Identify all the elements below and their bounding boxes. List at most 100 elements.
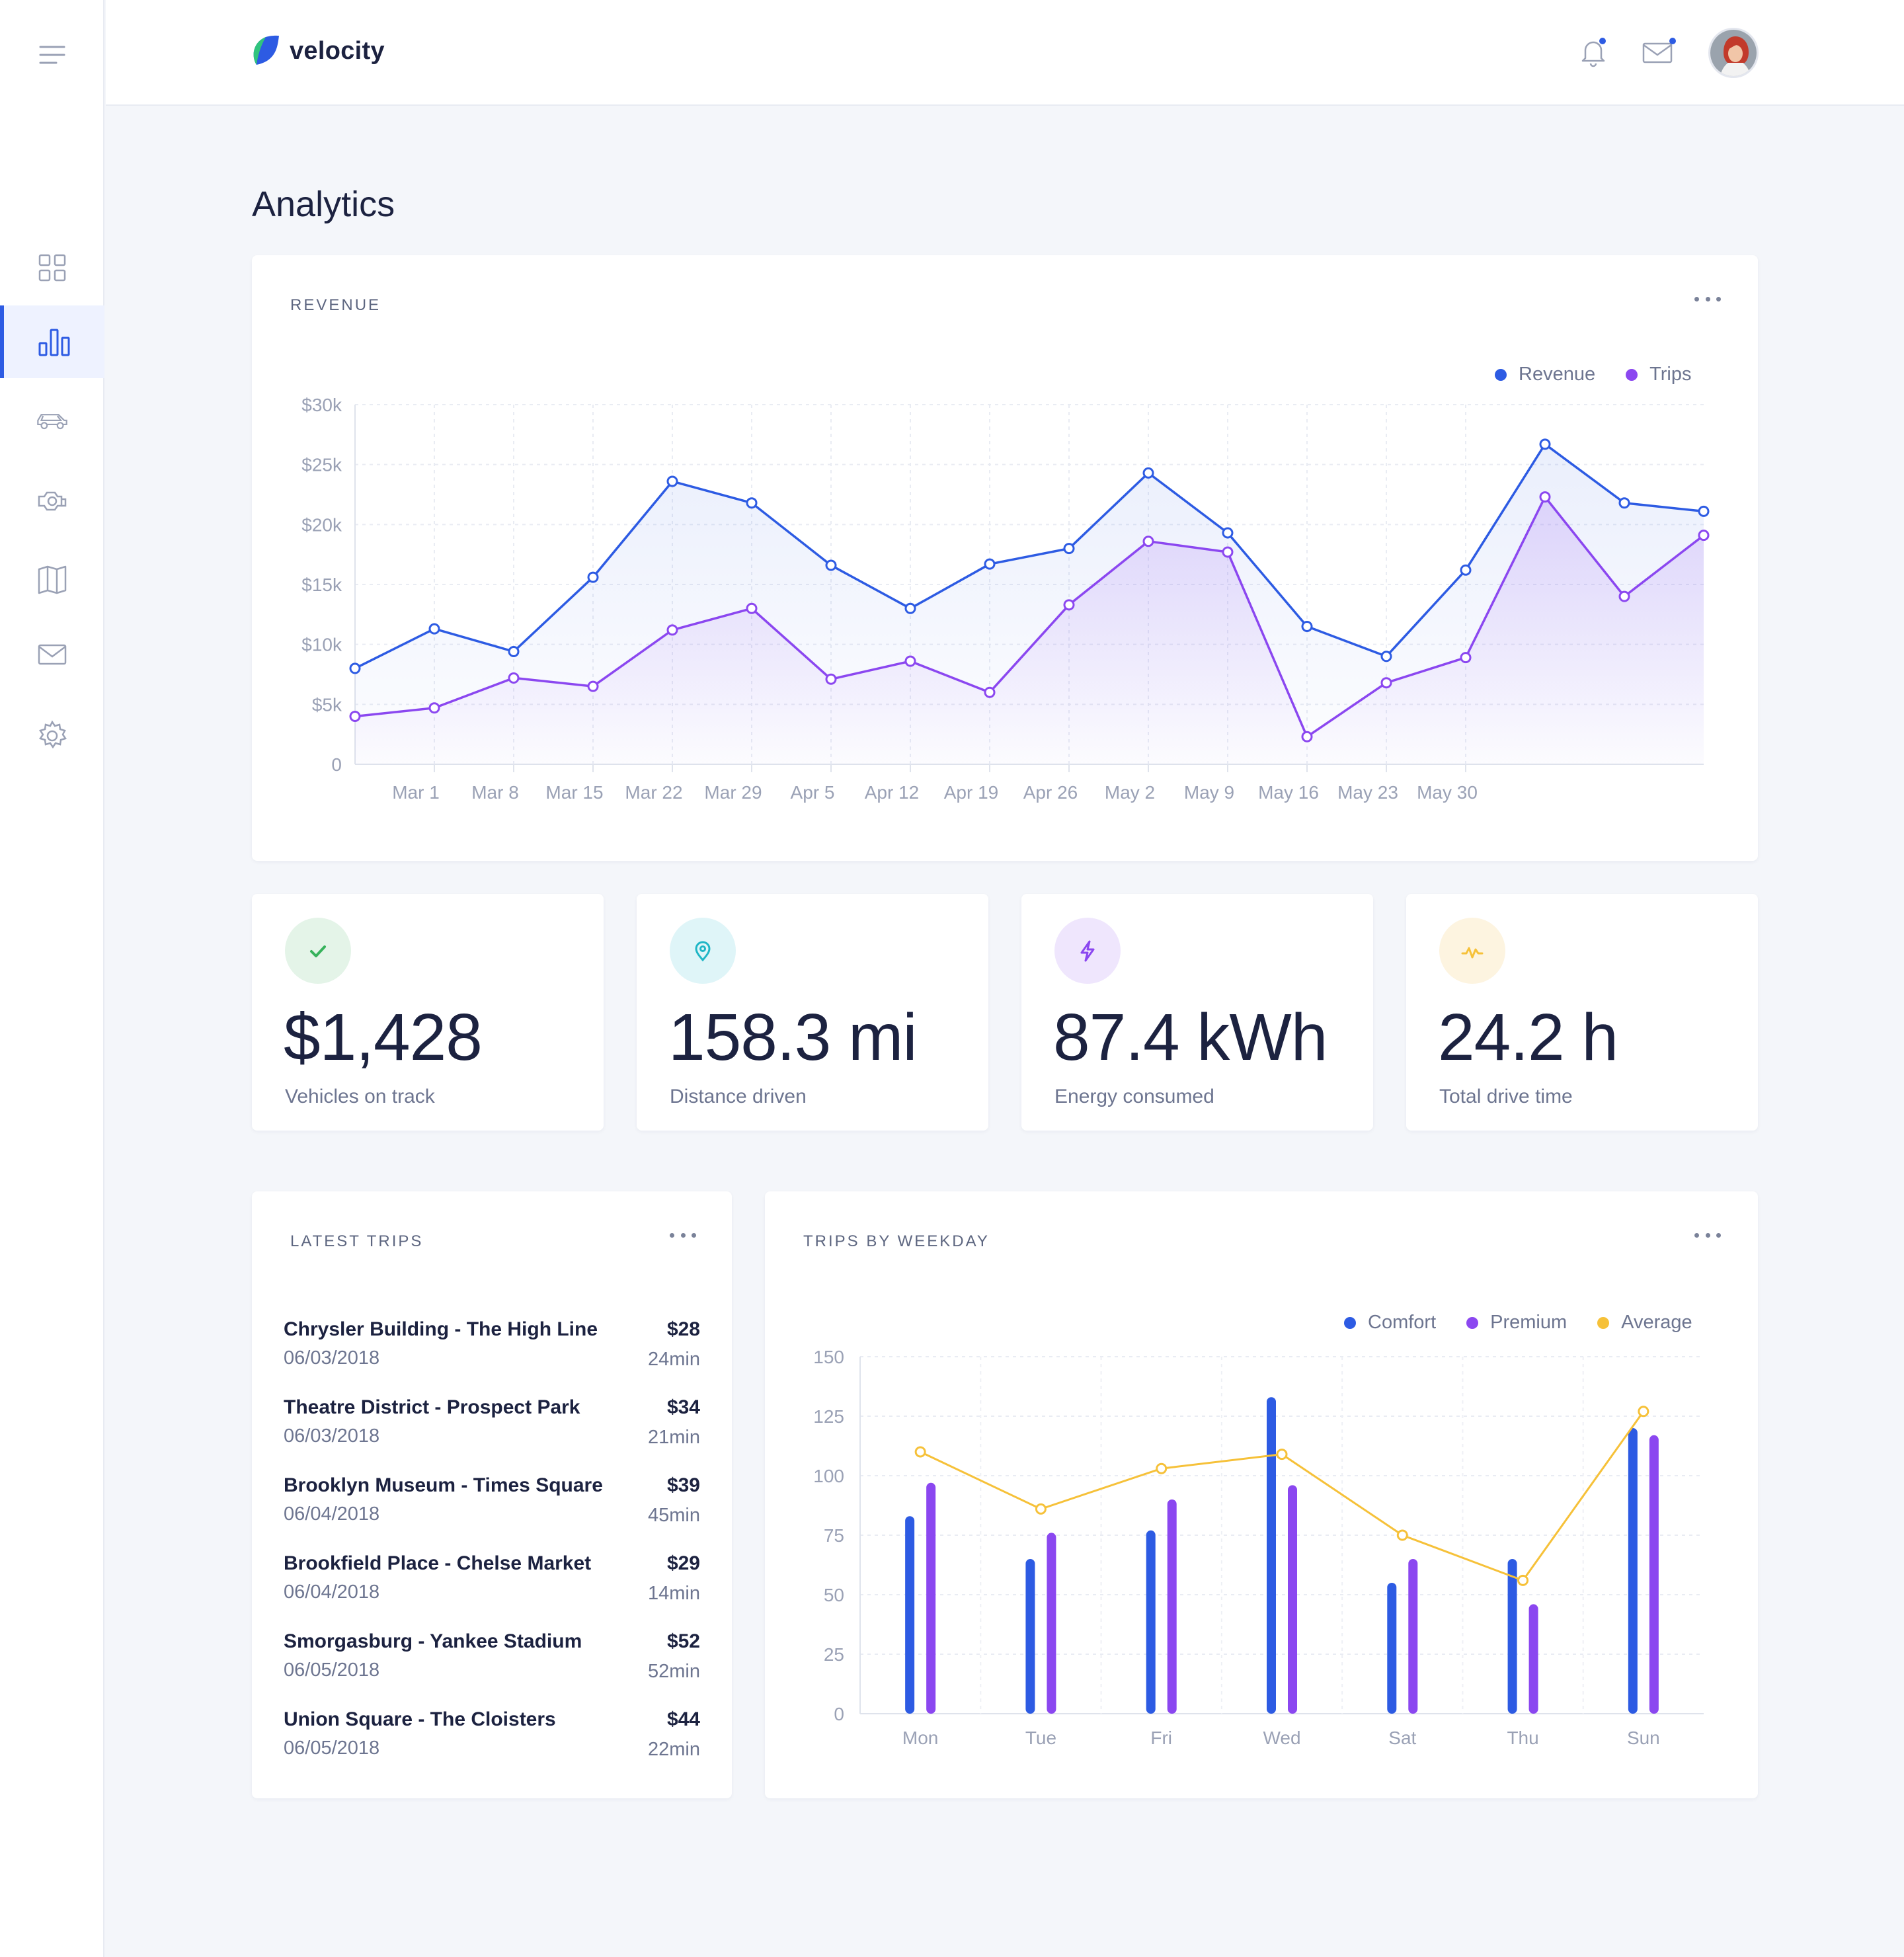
data-point-trips[interactable] <box>587 680 599 692</box>
bar-comfort[interactable] <box>1025 1559 1035 1714</box>
x-tick-label: May 9 <box>1184 782 1234 803</box>
data-point-trips[interactable] <box>508 672 520 684</box>
data-point-average[interactable] <box>1156 1462 1168 1474</box>
list-item[interactable]: Theatre District - Prospect Park 06/03/2… <box>284 1396 700 1462</box>
data-point-revenue[interactable] <box>1618 497 1630 509</box>
x-tick-label: Apr 5 <box>791 782 835 803</box>
dashboard-icon[interactable] <box>0 231 104 304</box>
trip-duration: 45min <box>648 1505 700 1526</box>
analytics-icon[interactable] <box>0 305 104 378</box>
weekday-more-icon[interactable] <box>1694 1228 1721 1242</box>
legend-item-premium[interactable]: Premium <box>1466 1312 1567 1334</box>
data-point-trips[interactable] <box>1063 599 1075 611</box>
y-tick-label: $20k <box>301 514 342 535</box>
data-point-revenue[interactable] <box>1222 527 1234 539</box>
revenue-more-icon[interactable] <box>1694 292 1721 305</box>
app-logo[interactable]: velocity <box>250 34 385 67</box>
x-tick-label: Mar 1 <box>392 782 440 803</box>
data-point-trips[interactable] <box>1698 530 1710 541</box>
revenue-legend: Revenue Trips <box>1495 364 1691 385</box>
data-point-revenue[interactable] <box>1142 467 1154 479</box>
list-item[interactable]: Brookfield Place - Chelse Market 06/04/2… <box>284 1552 700 1618</box>
data-point-trips[interactable] <box>904 655 916 667</box>
bell-icon[interactable] <box>1573 32 1613 71</box>
data-point-trips[interactable] <box>1380 677 1392 689</box>
mail-icon[interactable] <box>0 618 104 691</box>
check-icon <box>285 918 351 984</box>
bar-comfort[interactable] <box>1628 1428 1638 1714</box>
data-point-average[interactable] <box>1638 1406 1649 1418</box>
data-point-revenue[interactable] <box>508 646 520 658</box>
legend-item-average[interactable]: Average <box>1597 1312 1692 1334</box>
data-point-revenue[interactable] <box>1539 438 1551 450</box>
bar-comfort[interactable] <box>905 1516 915 1714</box>
list-item[interactable]: Brooklyn Museum - Times Square 06/04/201… <box>284 1474 700 1540</box>
trip-date: 06/04/2018 <box>284 1503 380 1525</box>
car-icon[interactable] <box>0 383 104 456</box>
data-point-revenue[interactable] <box>1380 651 1392 662</box>
data-point-trips[interactable] <box>746 602 758 614</box>
data-point-revenue[interactable] <box>587 571 599 583</box>
bar-premium[interactable] <box>1408 1559 1418 1714</box>
data-point-revenue[interactable] <box>825 559 837 571</box>
map-icon[interactable] <box>0 543 104 616</box>
data-point-trips[interactable] <box>1301 731 1313 742</box>
list-item[interactable]: Smorgasburg - Yankee Stadium 06/05/2018 … <box>284 1630 700 1697</box>
bar-premium[interactable] <box>1649 1435 1659 1714</box>
trip-date: 06/05/2018 <box>284 1737 380 1759</box>
legend-item-trips[interactable]: Trips <box>1626 364 1691 385</box>
data-point-revenue[interactable] <box>1460 564 1472 576</box>
data-point-revenue[interactable] <box>349 662 361 674</box>
engine-icon[interactable] <box>0 463 104 536</box>
bar-comfort[interactable] <box>1507 1559 1517 1714</box>
data-point-average[interactable] <box>1276 1449 1288 1460</box>
y-tick-label: 0 <box>331 754 342 775</box>
bar-comfort[interactable] <box>1387 1583 1397 1714</box>
data-point-trips[interactable] <box>1222 546 1234 558</box>
bar-premium[interactable] <box>1047 1533 1056 1714</box>
data-point-revenue[interactable] <box>1063 543 1075 555</box>
data-point-trips[interactable] <box>1618 590 1630 602</box>
kpi-value: 87.4 kWh <box>1053 1000 1328 1074</box>
bar-comfort[interactable] <box>1146 1530 1156 1714</box>
data-point-average[interactable] <box>1396 1529 1408 1541</box>
data-point-revenue[interactable] <box>428 623 440 635</box>
data-point-average[interactable] <box>1035 1503 1047 1515</box>
data-point-revenue[interactable] <box>904 602 916 614</box>
avatar[interactable] <box>1708 28 1759 78</box>
bar-premium[interactable] <box>926 1482 936 1714</box>
envelope-icon[interactable] <box>1638 32 1678 71</box>
bar-premium[interactable] <box>1288 1485 1297 1714</box>
data-point-revenue[interactable] <box>984 558 996 570</box>
data-point-trips[interactable] <box>825 673 837 685</box>
data-point-revenue[interactable] <box>746 497 758 509</box>
latest-trips-more-icon[interactable] <box>670 1228 696 1242</box>
bar-comfort[interactable] <box>1267 1397 1276 1714</box>
menu-icon[interactable] <box>0 19 104 91</box>
legend-item-revenue[interactable]: Revenue <box>1495 364 1595 385</box>
data-point-trips[interactable] <box>428 702 440 714</box>
trip-date: 06/03/2018 <box>284 1347 380 1369</box>
data-point-revenue[interactable] <box>1301 620 1313 632</box>
list-item[interactable]: Chrysler Building - The High Line 06/03/… <box>284 1318 700 1384</box>
data-point-average[interactable] <box>1517 1574 1529 1586</box>
weekday-card-title: TRIPS BY WEEKDAY <box>803 1232 990 1250</box>
data-point-average[interactable] <box>914 1446 926 1458</box>
data-point-trips[interactable] <box>666 624 678 636</box>
list-item[interactable]: Union Square - The Cloisters 06/05/2018 … <box>284 1708 700 1775</box>
data-point-trips[interactable] <box>1539 491 1551 503</box>
x-tick-label: Fri <box>1150 1728 1172 1748</box>
data-point-revenue[interactable] <box>1698 505 1710 517</box>
data-point-revenue[interactable] <box>666 475 678 487</box>
data-point-trips[interactable] <box>349 710 361 722</box>
y-tick-label: 125 <box>813 1406 844 1427</box>
series-line-trips <box>354 495 1705 739</box>
bar-premium[interactable] <box>1528 1604 1538 1714</box>
settings-icon[interactable] <box>0 699 104 772</box>
bar-premium[interactable] <box>1167 1499 1177 1714</box>
legend-item-comfort[interactable]: Comfort <box>1344 1312 1436 1334</box>
data-point-trips[interactable] <box>984 686 996 698</box>
data-point-trips[interactable] <box>1142 536 1154 547</box>
trip-route: Chrysler Building - The High Line <box>284 1318 598 1340</box>
data-point-trips[interactable] <box>1460 652 1472 664</box>
